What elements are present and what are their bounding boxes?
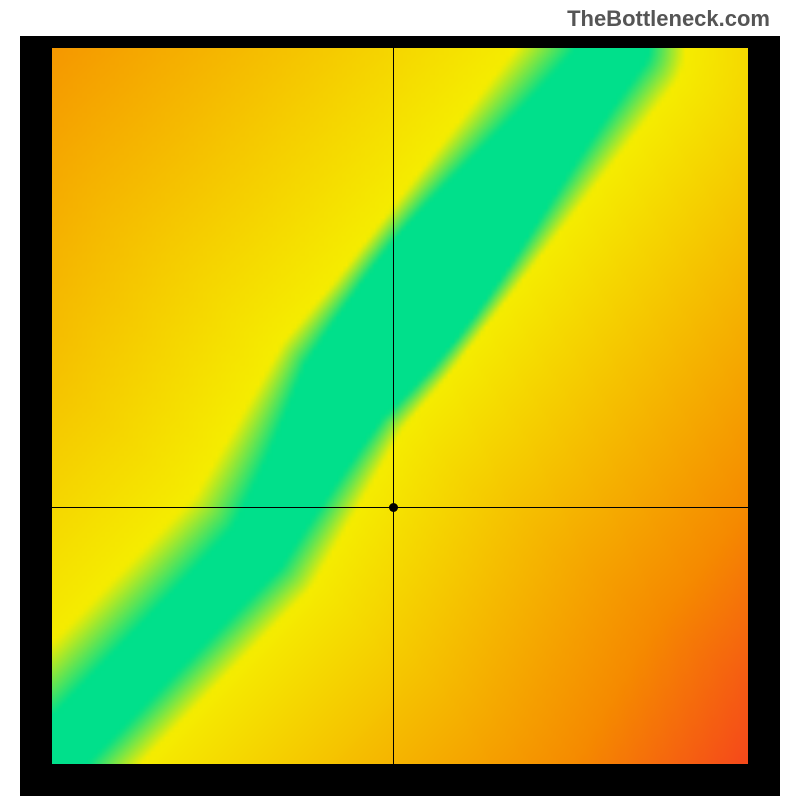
chart-outer-frame (20, 36, 780, 796)
heatmap-canvas (52, 48, 748, 764)
crosshair-horizontal (52, 507, 748, 508)
watermark-text: TheBottleneck.com (567, 6, 770, 32)
crosshair-marker (389, 503, 398, 512)
crosshair-vertical (393, 48, 394, 764)
plot-area (52, 48, 748, 764)
